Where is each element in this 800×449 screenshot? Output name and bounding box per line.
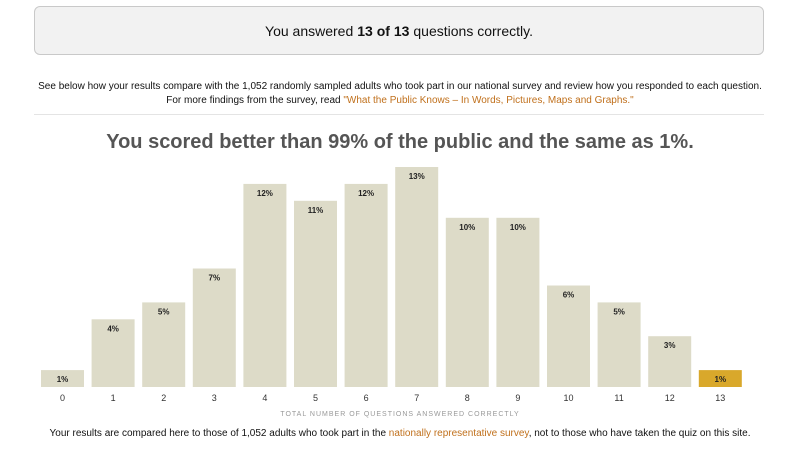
score-result: 13 of 13 [357,22,410,39]
bar-0 [41,370,84,387]
x-tick-label: 5 [313,393,318,403]
footer-prefix: Your results are compared here to those … [49,428,389,439]
bar-11 [597,302,641,387]
bar-value-label: 12% [257,189,273,198]
bar-value-label: 1% [715,375,727,384]
x-tick-label: 8 [465,393,470,403]
bar-value-label: 7% [209,274,221,283]
bar-value-label: 5% [613,307,625,316]
bar-6 [344,183,388,387]
bar-4 [243,183,287,387]
bar-5 [294,200,337,387]
score-summary-box: You answered 13 of 13 questions correctl… [34,6,764,55]
intro-text: See below how your results compare with … [38,81,762,106]
bar-value-label: 11% [308,206,324,215]
bar-value-label: 13% [409,172,425,181]
bar-2 [142,302,186,387]
bar-value-label: 10% [459,223,475,232]
x-axis-title: TOTAL NUMBER OF QUESTIONS ANSWERED CORRE… [280,411,519,418]
bar-value-label: 12% [358,189,374,198]
bar-value-label: 4% [107,324,119,333]
x-tick-label: 1 [111,393,116,403]
survey-link[interactable]: nationally representative survey [388,428,529,439]
x-tick-label: 6 [364,393,369,403]
bar-13 [698,370,742,387]
bar-10 [547,285,590,387]
bar-value-label: 1% [57,375,69,384]
bar-3 [192,268,236,387]
x-tick-label: 7 [414,393,419,403]
findings-link[interactable]: "What the Public Knows – In Words, Pictu… [343,95,634,106]
x-tick-label: 2 [161,393,166,403]
footer-note: Your results are compared here to those … [0,428,800,439]
bar-7 [395,167,439,387]
bar-1 [91,319,135,387]
score-suffix: questions correctly. [413,22,533,39]
x-tick-label: 4 [262,393,267,403]
x-tick-label: 10 [563,393,573,403]
bar-value-label: 3% [664,341,676,350]
bar-9 [496,217,540,387]
x-tick-label: 3 [212,393,217,403]
bar-value-label: 10% [510,223,526,232]
score-prefix: You answered [265,22,354,39]
intro-paragraph: See below how your results compare with … [30,80,770,108]
x-tick-label: 12 [665,393,675,403]
footer-suffix: , not to those who have taken the quiz o… [528,428,751,439]
x-tick-label: 0 [60,393,65,403]
section-divider [34,114,764,115]
bar-value-label: 5% [158,307,170,316]
x-tick-label: 11 [614,393,623,403]
x-tick-label: 13 [715,393,725,403]
x-tick-label: 9 [515,393,520,403]
bar-8 [445,217,489,387]
result-headline: You scored better than 99% of the public… [106,131,694,153]
bar-value-label: 6% [563,291,575,300]
bar-12 [648,336,692,387]
